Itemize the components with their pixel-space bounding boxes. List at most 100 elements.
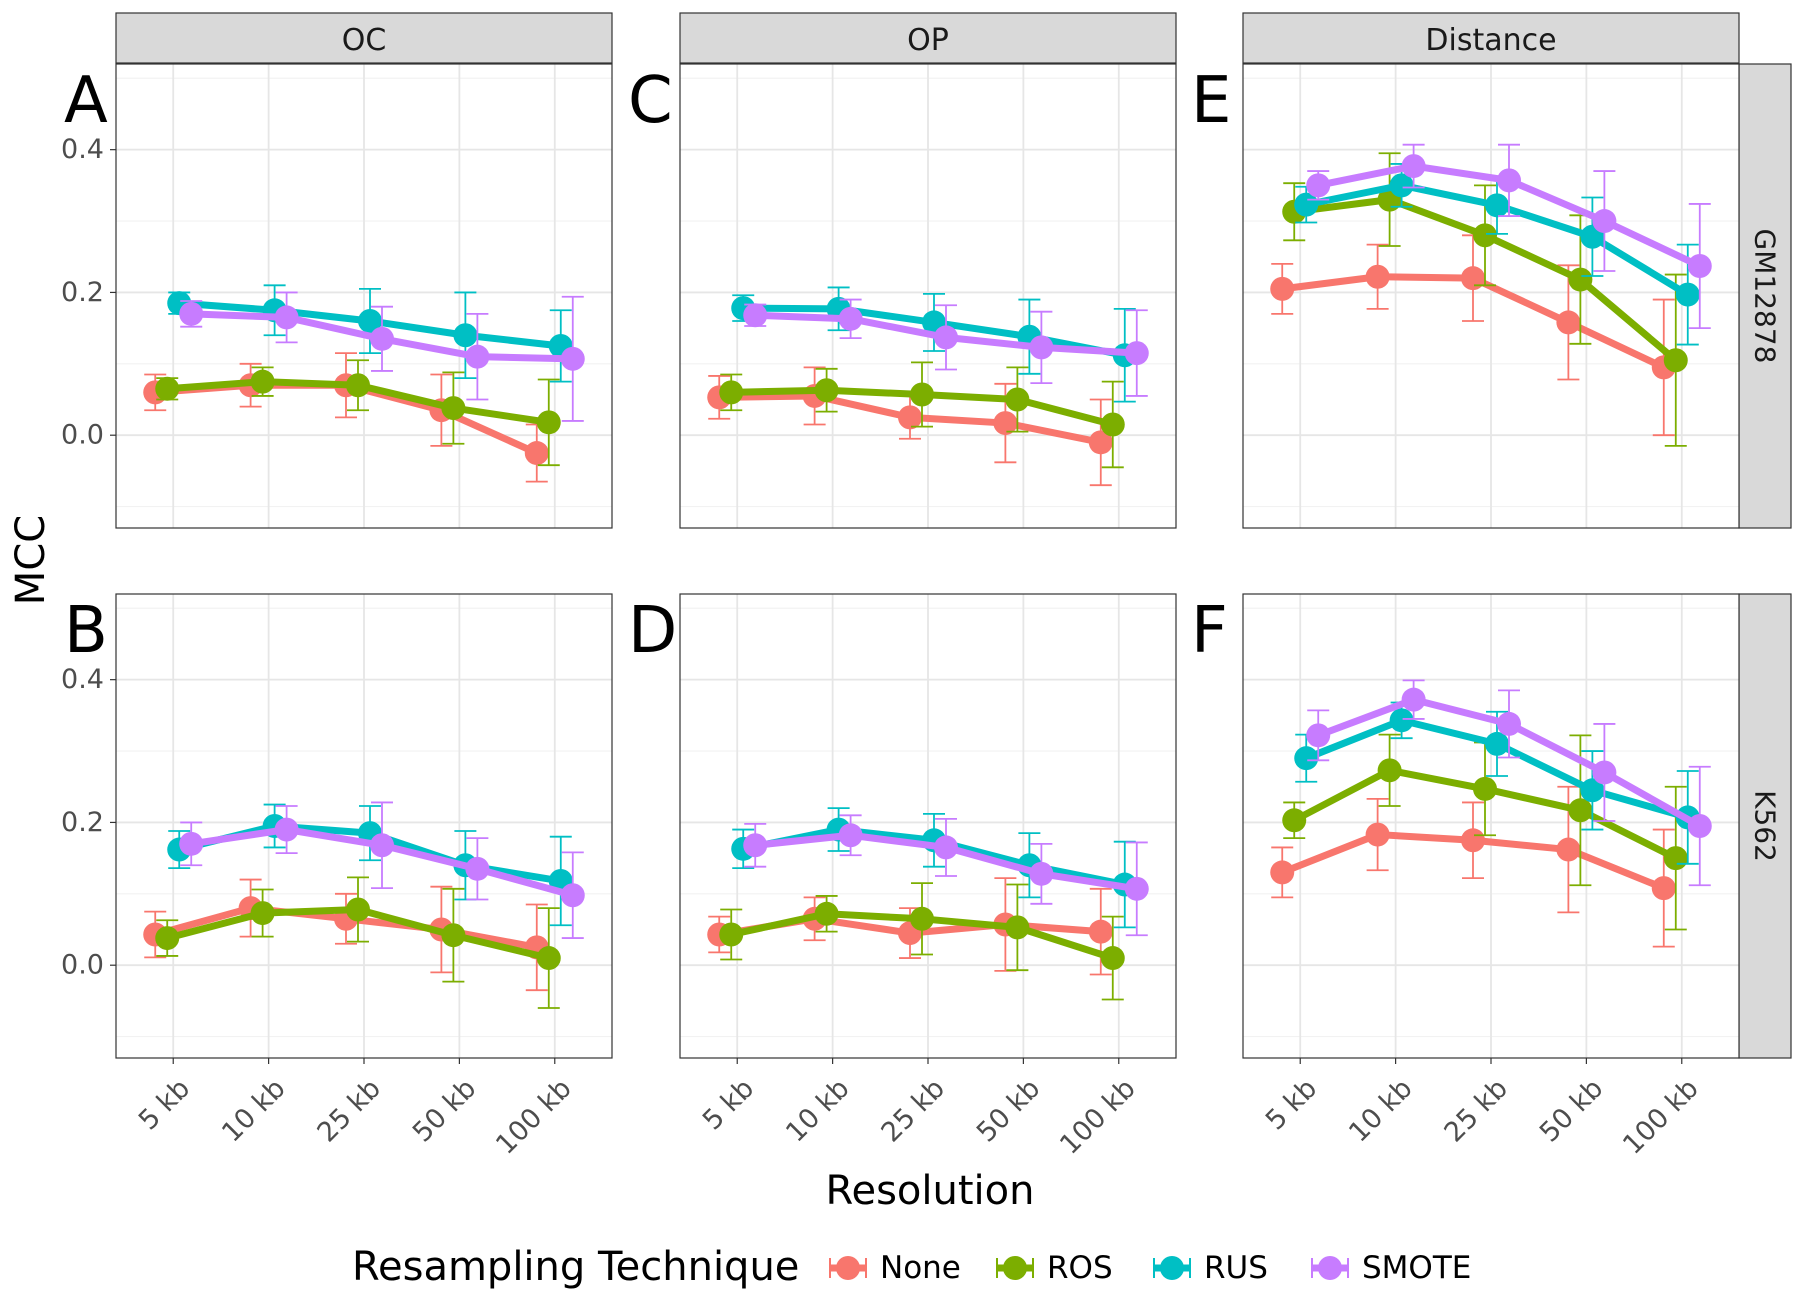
legend-label: SMOTE <box>1362 1250 1471 1286</box>
series-ros <box>719 882 1125 1001</box>
series-smote <box>179 801 585 939</box>
y-tick-label: 0.4 <box>61 134 104 165</box>
data-point <box>179 831 204 856</box>
panel-letter: C <box>628 64 673 138</box>
legend-item-rus: RUS <box>1153 1250 1268 1286</box>
data-point <box>560 883 585 908</box>
legend-key-point <box>1160 1256 1184 1280</box>
data-point <box>1124 341 1149 366</box>
series-smote <box>743 298 1149 397</box>
column-strip-label: Distance <box>1425 23 1556 58</box>
x-axis-title: Resolution <box>825 1168 1034 1214</box>
data-point <box>1100 946 1125 971</box>
data-point <box>1485 193 1509 218</box>
legend-label: None <box>880 1250 961 1286</box>
data-point <box>1497 168 1521 193</box>
panel-letter: E <box>1191 64 1231 138</box>
series-ros <box>155 876 561 1009</box>
data-point <box>743 833 768 858</box>
data-point <box>719 922 744 947</box>
data-point <box>1663 846 1688 871</box>
column-strip-label: OC <box>342 23 387 58</box>
panel-E: E <box>1191 63 1740 529</box>
panel-C: C <box>628 63 1177 529</box>
legend-item-ros: ROS <box>996 1250 1113 1286</box>
data-point <box>934 325 958 350</box>
data-point <box>1687 254 1712 279</box>
data-point <box>1306 173 1331 198</box>
data-point <box>1556 310 1581 335</box>
legend-key-point <box>836 1256 860 1280</box>
data-point <box>536 946 561 971</box>
data-point <box>465 856 490 881</box>
data-point <box>1029 335 1054 360</box>
panel-letter: A <box>64 64 108 138</box>
column-strip: OC <box>115 12 613 64</box>
data-point <box>1568 267 1593 292</box>
legend-key-point <box>1003 1256 1027 1280</box>
data-point <box>358 308 382 333</box>
legend-item-none: None <box>829 1250 961 1286</box>
y-tick-label: 0.0 <box>61 420 104 451</box>
data-point <box>1401 687 1426 712</box>
row-strip: GM12878 <box>1738 63 1792 529</box>
data-point <box>1401 154 1426 179</box>
data-point <box>1389 173 1414 198</box>
column-strip-box <box>679 12 1177 64</box>
data-point <box>898 405 922 430</box>
data-point <box>536 410 561 435</box>
data-point <box>1100 412 1125 437</box>
data-point <box>346 373 370 398</box>
data-point <box>155 926 180 951</box>
series-smote <box>743 814 1149 937</box>
row-strip-box <box>1738 593 1792 1059</box>
y-tick-label: 0.4 <box>61 664 104 695</box>
row-strip-box <box>1738 63 1792 529</box>
data-point <box>719 380 744 405</box>
data-point <box>1124 876 1149 901</box>
row-strip-label: K562 <box>1749 790 1782 862</box>
data-point <box>993 411 1018 436</box>
legend-item-smote: SMOTE <box>1311 1250 1471 1286</box>
data-point <box>1270 276 1295 301</box>
data-point <box>274 305 299 330</box>
panel-border <box>679 63 1177 529</box>
data-point <box>1461 828 1485 853</box>
panel-letter: B <box>64 594 108 668</box>
data-point <box>1592 209 1617 234</box>
series-smote <box>1306 143 1712 330</box>
column-strip: OP <box>679 12 1177 64</box>
column-strip-box <box>1242 12 1740 64</box>
data-point <box>934 835 958 860</box>
legend-key-point <box>1318 1256 1342 1280</box>
series-smote <box>179 291 585 422</box>
panel-border <box>115 63 613 529</box>
data-point <box>838 823 863 848</box>
data-point <box>453 323 478 348</box>
data-point <box>560 346 585 371</box>
y-tick-label: 0.2 <box>61 277 104 308</box>
series-ros <box>719 361 1125 469</box>
series-none <box>707 366 1113 487</box>
y-axis-title: MCC <box>8 515 54 605</box>
panel-letter: D <box>628 594 677 668</box>
legend: None ROS RUS SMOTE <box>829 1250 1471 1286</box>
y-tick-label: 0.2 <box>61 807 104 838</box>
column-strip-box <box>115 12 613 64</box>
data-point <box>1365 264 1390 289</box>
data-point <box>1592 760 1617 785</box>
series-smote <box>1306 679 1712 887</box>
series-ros <box>155 359 561 467</box>
legend-label: RUS <box>1204 1250 1268 1286</box>
data-point <box>814 378 839 403</box>
data-point <box>441 923 466 948</box>
legend-label: ROS <box>1047 1250 1113 1286</box>
data-point <box>814 901 839 926</box>
panel-border <box>1242 63 1740 529</box>
data-point <box>1580 778 1605 803</box>
column-strip: Distance <box>1242 12 1740 64</box>
data-point <box>743 303 768 328</box>
panel-A: 0.0 0.2 0.4A <box>61 63 613 529</box>
